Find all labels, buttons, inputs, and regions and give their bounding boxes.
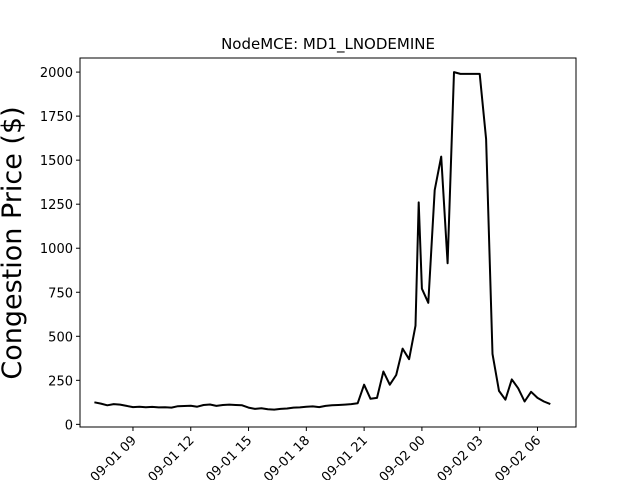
x-tick-label: 09-02 06: [492, 433, 544, 480]
y-axis: 0 250 500 750 1000 1250 1500 1750 2000: [40, 66, 80, 433]
x-tick-label: 09-02 00: [377, 433, 429, 480]
y-tick-label: 750: [48, 286, 73, 301]
y-tick-label: 1500: [40, 154, 73, 169]
series-line: [94, 71, 551, 411]
y-tick-label: 250: [48, 374, 73, 389]
x-tick-label: 09-01 12: [146, 433, 198, 480]
y-tick-label: 500: [48, 330, 73, 345]
x-tick-label: 09-01 15: [203, 433, 255, 480]
y-axis-label: Congestion Price ($): [0, 106, 28, 379]
y-tick-label: 2000: [40, 66, 73, 81]
y-tick-label: 1750: [40, 110, 73, 125]
y-tick-label: 1000: [40, 242, 73, 257]
x-tick-label: 09-01 18: [261, 433, 313, 480]
x-tick-label: 09-01 09: [88, 433, 140, 480]
y-tick-label: 1250: [40, 198, 73, 213]
chart-title: NodeMCE: MD1_LNODEMINE: [221, 35, 435, 54]
x-tick-label: 09-01 21: [319, 433, 371, 480]
plot-frame: [79, 57, 577, 428]
y-tick-label: 0: [65, 418, 73, 433]
x-tick-label: 09-02 03: [435, 433, 487, 480]
x-axis: 09-01 09 09-01 12 09-01 15 09-01 18 09-01 21…: [88, 427, 544, 480]
